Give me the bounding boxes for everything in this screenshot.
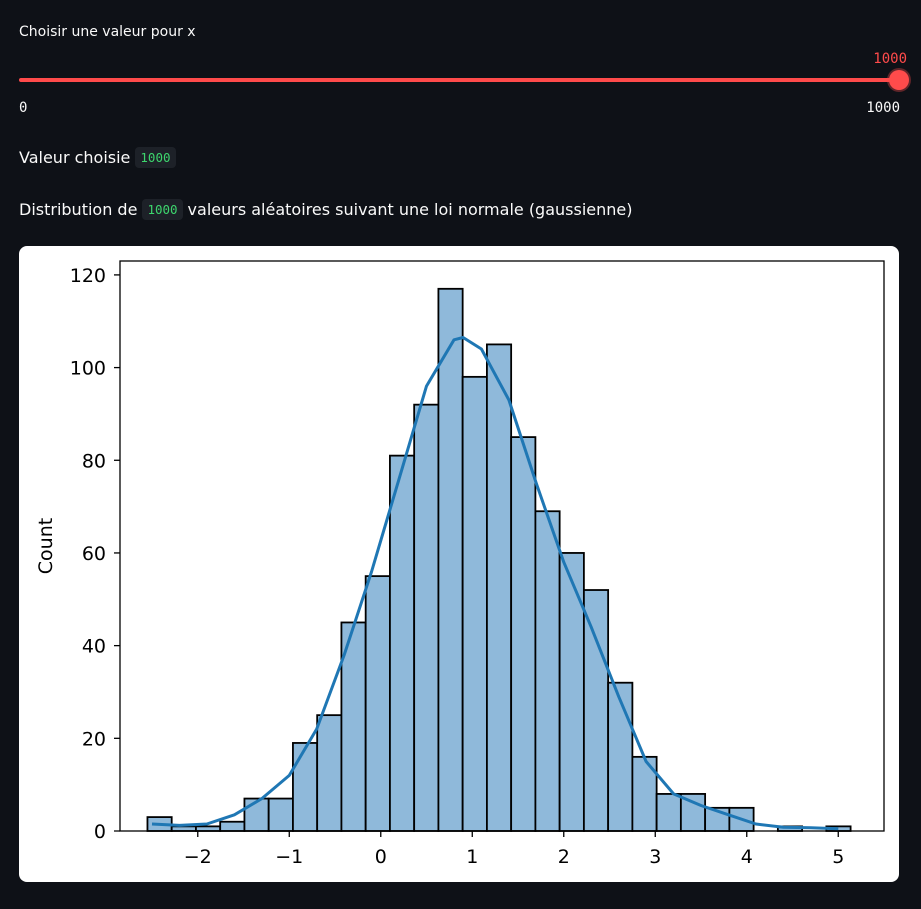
histogram-bar bbox=[534, 510, 561, 832]
histogram-bar bbox=[486, 343, 513, 832]
distribution-suffix: valeurs aléatoires suivant une loi norma… bbox=[187, 200, 633, 219]
histogram-bar bbox=[170, 825, 197, 832]
y-tick-label: 40 bbox=[82, 636, 106, 658]
y-tick-label: 120 bbox=[70, 265, 106, 287]
x-tick-label: 1 bbox=[466, 846, 478, 868]
y-tick-label: 60 bbox=[82, 543, 106, 565]
histogram-bar bbox=[243, 797, 270, 832]
histogram-bar bbox=[195, 825, 222, 832]
histogram-bar bbox=[267, 797, 294, 832]
x-tick-label: −2 bbox=[184, 846, 212, 868]
y-tick-label: 80 bbox=[82, 450, 106, 472]
histogram-chart: −2 −1 0 1 2 3 4 5 0 20 40 60 80 100 120 Count bbox=[35, 260, 885, 868]
histogram-bar bbox=[413, 403, 440, 832]
slider-max-label: 1000 bbox=[866, 100, 900, 116]
histogram-figure: −2 −1 0 1 2 3 4 5 0 20 40 60 80 100 120 Count bbox=[19, 246, 899, 882]
histogram-bar bbox=[582, 589, 610, 832]
slider-current-value: 1000 bbox=[873, 51, 907, 67]
chosen-value-text: Valeur choisie 1000 bbox=[19, 147, 176, 168]
chosen-value-code: 1000 bbox=[135, 147, 176, 168]
y-tick-label: 0 bbox=[94, 821, 106, 843]
y-axis-label: Count bbox=[35, 518, 57, 574]
distribution-prefix: Distribution de bbox=[19, 200, 138, 219]
histogram-bar bbox=[437, 287, 464, 832]
chosen-value-prefix: Valeur choisie bbox=[19, 148, 131, 167]
histogram-bar bbox=[510, 436, 537, 832]
histogram-bar bbox=[655, 793, 682, 832]
histogram-bar bbox=[607, 681, 634, 832]
slider-min-label: 0 bbox=[19, 100, 28, 116]
histogram-bar bbox=[316, 714, 343, 832]
histogram-bar bbox=[389, 454, 416, 832]
x-tick-label: 5 bbox=[832, 846, 844, 868]
x-tick-label: 2 bbox=[558, 846, 570, 868]
x-tick-label: 3 bbox=[649, 846, 661, 868]
distribution-count-code: 1000 bbox=[142, 199, 183, 220]
x-tick-label: 0 bbox=[375, 846, 387, 868]
histogram-bar bbox=[364, 575, 391, 832]
y-tick-label: 20 bbox=[82, 728, 106, 750]
x-tick-label: 4 bbox=[741, 846, 753, 868]
histogram-bar bbox=[219, 820, 246, 832]
slider-track[interactable] bbox=[19, 78, 900, 82]
histogram-bar bbox=[292, 742, 319, 832]
slider-thumb[interactable] bbox=[889, 70, 909, 90]
distribution-text: Distribution de 1000 valeurs aléatoires … bbox=[19, 199, 632, 220]
histogram-bar bbox=[461, 375, 488, 832]
histogram-bar bbox=[558, 552, 585, 832]
y-tick-label: 100 bbox=[70, 358, 106, 380]
plot-frame bbox=[119, 260, 885, 832]
x-tick-label: −1 bbox=[275, 846, 303, 868]
kde-curve bbox=[151, 336, 839, 831]
slider-label: Choisir une valeur pour x bbox=[19, 24, 196, 40]
